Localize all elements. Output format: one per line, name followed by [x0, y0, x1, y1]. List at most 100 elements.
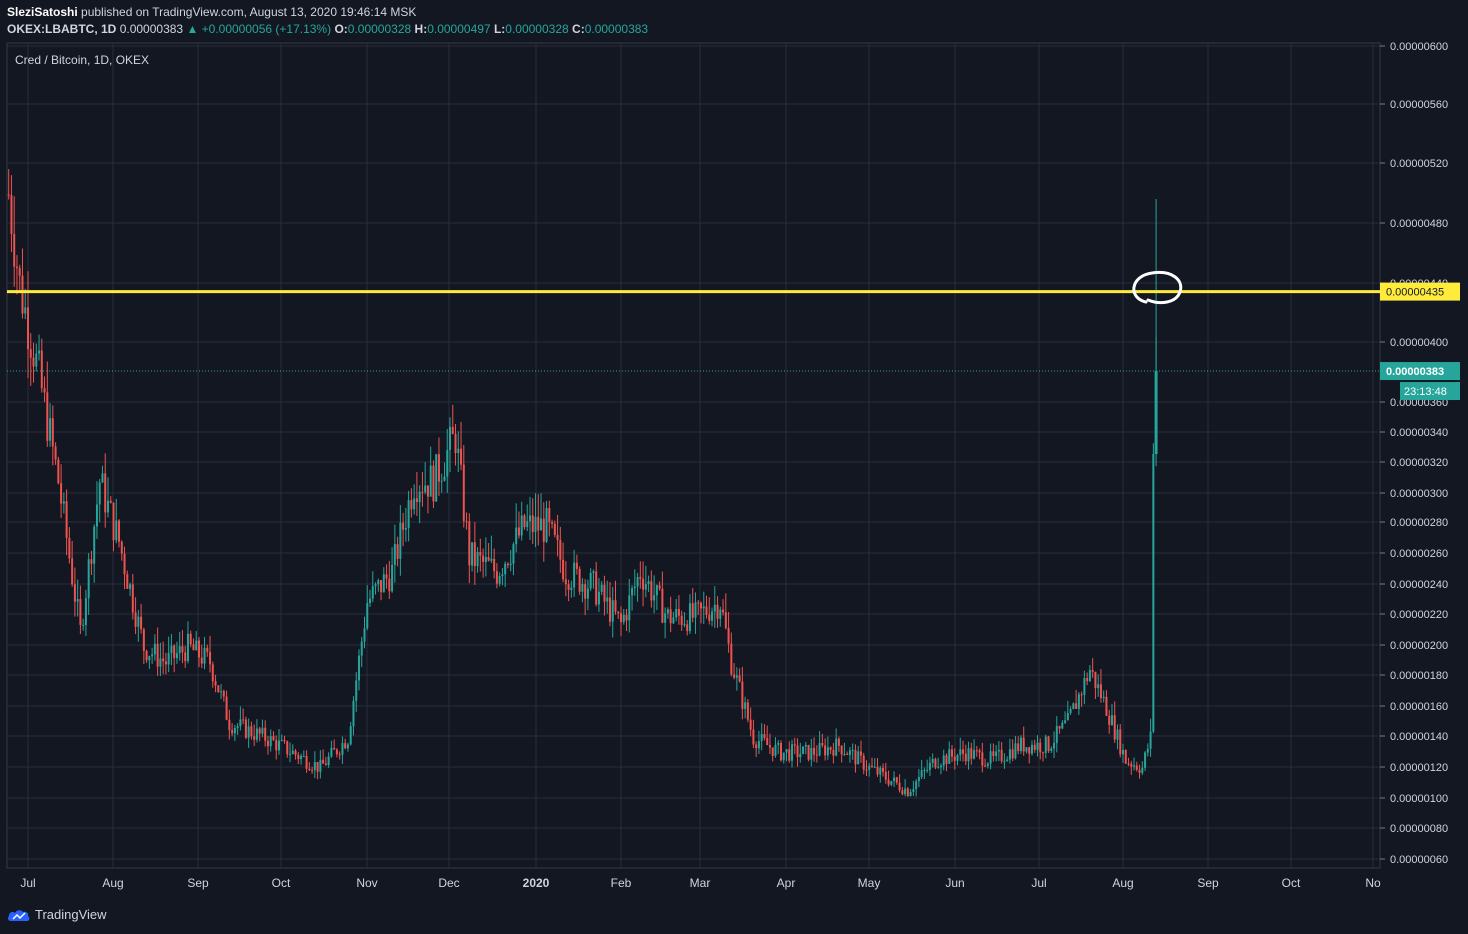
candle-body	[570, 587, 573, 591]
candle-body	[360, 641, 363, 656]
candle-body	[658, 585, 661, 589]
candle-body	[214, 681, 217, 686]
candle-body	[782, 752, 785, 761]
candle-body	[730, 643, 733, 675]
candle-body	[283, 740, 286, 742]
candle-body	[385, 574, 388, 579]
candle-body	[639, 577, 642, 579]
x-tick-label: 2020	[523, 876, 550, 890]
candle-body	[534, 516, 537, 532]
candle-body	[865, 769, 868, 771]
candle-body	[308, 768, 311, 771]
candle-body	[87, 559, 90, 599]
candle-body	[757, 741, 760, 749]
candle-body	[851, 750, 854, 752]
candle-body	[984, 765, 987, 767]
tradingview-logo[interactable]: TradingView	[7, 907, 107, 922]
candle-body	[573, 562, 576, 588]
candle-body	[473, 542, 476, 567]
candle-body	[956, 755, 959, 761]
candle-body	[1028, 747, 1031, 754]
candle-body	[854, 750, 857, 765]
author-name[interactable]: SleziSatoshi	[7, 5, 78, 19]
candle-body	[198, 640, 201, 658]
candle-body	[1152, 454, 1155, 732]
candle-body	[1146, 748, 1149, 753]
candle-body	[1000, 749, 1003, 762]
candle-body	[189, 633, 192, 645]
candle-body	[962, 749, 965, 754]
candle-body	[804, 745, 807, 747]
candle-body	[1088, 670, 1091, 682]
candle-body	[871, 765, 874, 767]
candle-body	[404, 528, 407, 530]
candle-body	[269, 736, 272, 747]
candle-body	[391, 564, 394, 592]
candle-body	[843, 753, 846, 755]
candle-body	[964, 753, 967, 762]
candle-body	[727, 627, 730, 644]
candle-body	[633, 586, 636, 589]
candles	[7, 169, 1158, 797]
candle-body	[1075, 703, 1078, 709]
candle-body	[882, 767, 885, 772]
symbol-label: OKEX:LBABTC, 1D	[7, 22, 117, 36]
candle-body	[926, 769, 929, 771]
candle-body	[129, 584, 132, 589]
candle-body	[1099, 684, 1102, 699]
candle-body	[1030, 744, 1033, 754]
candle-body	[338, 754, 341, 756]
candle-body	[868, 765, 871, 770]
candle-body	[495, 571, 498, 584]
candle-body	[1050, 748, 1053, 751]
candle-body	[686, 624, 689, 632]
last-price: 0.00000383	[119, 22, 184, 36]
y-tick-label: 0.00000140	[1390, 731, 1448, 743]
candle-body	[54, 446, 57, 460]
candle-body	[1135, 765, 1138, 770]
x-tick-label: No	[1365, 876, 1381, 890]
x-tick-label: May	[858, 876, 881, 890]
candle-body	[531, 515, 534, 532]
candle-body	[595, 571, 598, 605]
y-tick-label: 0.00000200	[1390, 640, 1448, 652]
candle-body	[159, 658, 162, 667]
candle-body	[206, 647, 209, 652]
candle-body	[636, 577, 639, 587]
candle-body	[608, 597, 611, 622]
candle-body	[316, 761, 319, 772]
candle-body	[893, 777, 896, 782]
candle-body	[1094, 671, 1097, 689]
candle-body	[675, 608, 678, 618]
candle-body	[512, 544, 515, 564]
candle-body	[333, 747, 336, 750]
candle-body	[884, 771, 887, 780]
candle-body	[151, 654, 154, 657]
y-tick-label: 0.00000240	[1390, 579, 1448, 591]
symbol-header: OKEX:LBABTC, 1D 0.00000383 ▲ +0.00000056…	[7, 22, 648, 36]
candle-body	[611, 600, 614, 622]
candle-body	[156, 643, 159, 667]
y-tick-label: 0.00000560	[1390, 99, 1448, 111]
candle-body	[1039, 742, 1042, 753]
candle-body	[600, 584, 603, 592]
candle-body	[446, 450, 449, 477]
candle-body	[335, 749, 338, 755]
candle-body	[493, 558, 496, 572]
candle-body	[760, 734, 763, 742]
candle-body	[490, 558, 493, 561]
price-chart[interactable]: 0.00000600 0.00000560 0.00000520 0.00000480…	[0, 0, 1468, 900]
high-value: 0.00000497	[427, 22, 491, 36]
level-price-label: 0.00000435	[1386, 287, 1444, 299]
candle-body	[1138, 769, 1141, 773]
candle-body	[567, 584, 570, 591]
candle-body	[35, 353, 38, 367]
candle-body	[528, 515, 531, 522]
candle-body	[774, 744, 777, 756]
candle-body	[1003, 761, 1006, 763]
candle-body	[164, 661, 167, 665]
candle-body	[948, 749, 951, 764]
candle-body	[479, 552, 482, 556]
candle-body	[153, 643, 156, 655]
candle-body	[349, 726, 352, 745]
